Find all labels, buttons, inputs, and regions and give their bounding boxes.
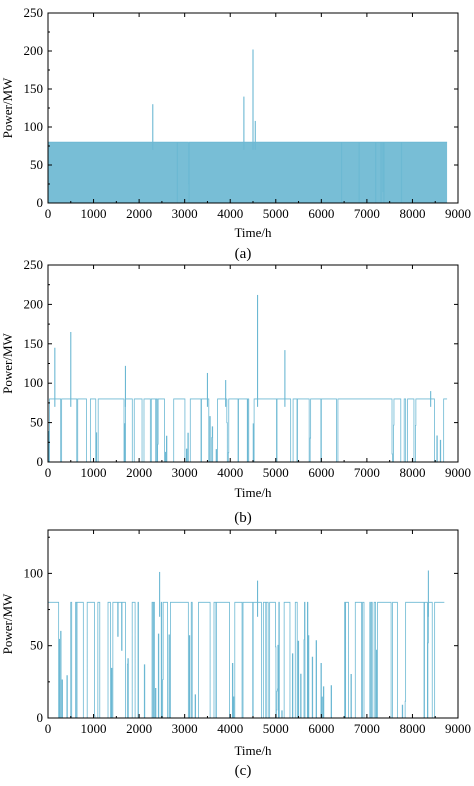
chart-panel-2: 0 1000 2000 3000 4000 5000 6000 7000 8000 9000 0 50… — [0, 257, 471, 526]
x-tick-label: 3000 — [172, 206, 198, 221]
chart-panel-1: 0 1000 2000 3000 4000 5000 6000 7000 8000 9000 0 50… — [0, 5, 471, 262]
panel-label: (c) — [235, 763, 252, 779]
x-axis-title: Time/h — [234, 485, 272, 500]
y-axis-title: Power/MW — [0, 332, 15, 393]
x-tick-label: 8000 — [399, 721, 425, 736]
x-tick-label: 7000 — [354, 206, 380, 221]
x-axis-title: Time/h — [234, 743, 272, 758]
x-tick-label: 4000 — [217, 721, 243, 736]
y-tick-label: 100 — [24, 119, 44, 134]
x-tick-label: 3000 — [172, 721, 198, 736]
x-tick-label: 6000 — [308, 206, 334, 221]
y-tick-label: 100 — [24, 375, 44, 390]
y-tick-label: 250 — [24, 5, 44, 20]
x-tick-label: 5000 — [263, 465, 289, 480]
x-tick-label: 2000 — [126, 721, 152, 736]
chart-panel-3: 0 1000 2000 3000 4000 5000 6000 7000 8000 9000 0 50… — [0, 529, 471, 779]
x-tick-label: 0 — [45, 721, 52, 736]
y-axis-title: Power/MW — [0, 593, 15, 654]
x-axis-title: Time/h — [234, 225, 272, 240]
x-tick-label: 9000 — [445, 465, 471, 480]
y-tick-label: 150 — [24, 81, 44, 96]
panel-label: (b) — [234, 510, 252, 526]
x-tick-label: 7000 — [354, 721, 380, 736]
x-tick-label: 5000 — [263, 206, 289, 221]
y-tick-label: 100 — [24, 565, 44, 580]
x-tick-label: 2000 — [126, 465, 152, 480]
plateau-fill — [48, 142, 448, 203]
y-tick-label: 50 — [30, 638, 43, 653]
series-line-2 — [48, 398, 448, 463]
y-tick-label: 150 — [24, 336, 44, 351]
y-tick-label: 200 — [24, 296, 44, 311]
x-tick-label: 6000 — [308, 465, 334, 480]
y-tick-label: 50 — [30, 157, 43, 172]
x-tick-label: 0 — [45, 465, 52, 480]
x-tick-label: 9000 — [445, 721, 471, 736]
y-tick-label: 0 — [37, 454, 44, 469]
y-tick-label: 250 — [24, 257, 44, 272]
x-tick-label: 8000 — [399, 465, 425, 480]
x-tick-label: 1000 — [81, 721, 107, 736]
y-axis-title: Power/MW — [0, 77, 15, 138]
x-tick-label: 6000 — [308, 721, 334, 736]
x-tick-label: 4000 — [217, 206, 243, 221]
y-tick-label: 50 — [30, 415, 43, 430]
x-tick-label: 1000 — [81, 465, 107, 480]
x-tick-label: 0 — [45, 206, 52, 221]
x-tick-label: 1000 — [81, 206, 107, 221]
x-tick-label: 4000 — [217, 465, 243, 480]
x-tick-label: 5000 — [263, 721, 289, 736]
x-tick-label: 3000 — [172, 465, 198, 480]
y-tick-label: 0 — [37, 195, 44, 210]
panel-label: (a) — [235, 246, 252, 262]
x-tick-label: 7000 — [354, 465, 380, 480]
y-tick-label: 200 — [24, 43, 44, 58]
x-tick-label: 9000 — [445, 206, 471, 221]
x-tick-label: 8000 — [399, 206, 425, 221]
x-tick-label: 2000 — [126, 206, 152, 221]
series-line-3 — [48, 601, 445, 719]
y-tick-label: 0 — [37, 710, 44, 725]
